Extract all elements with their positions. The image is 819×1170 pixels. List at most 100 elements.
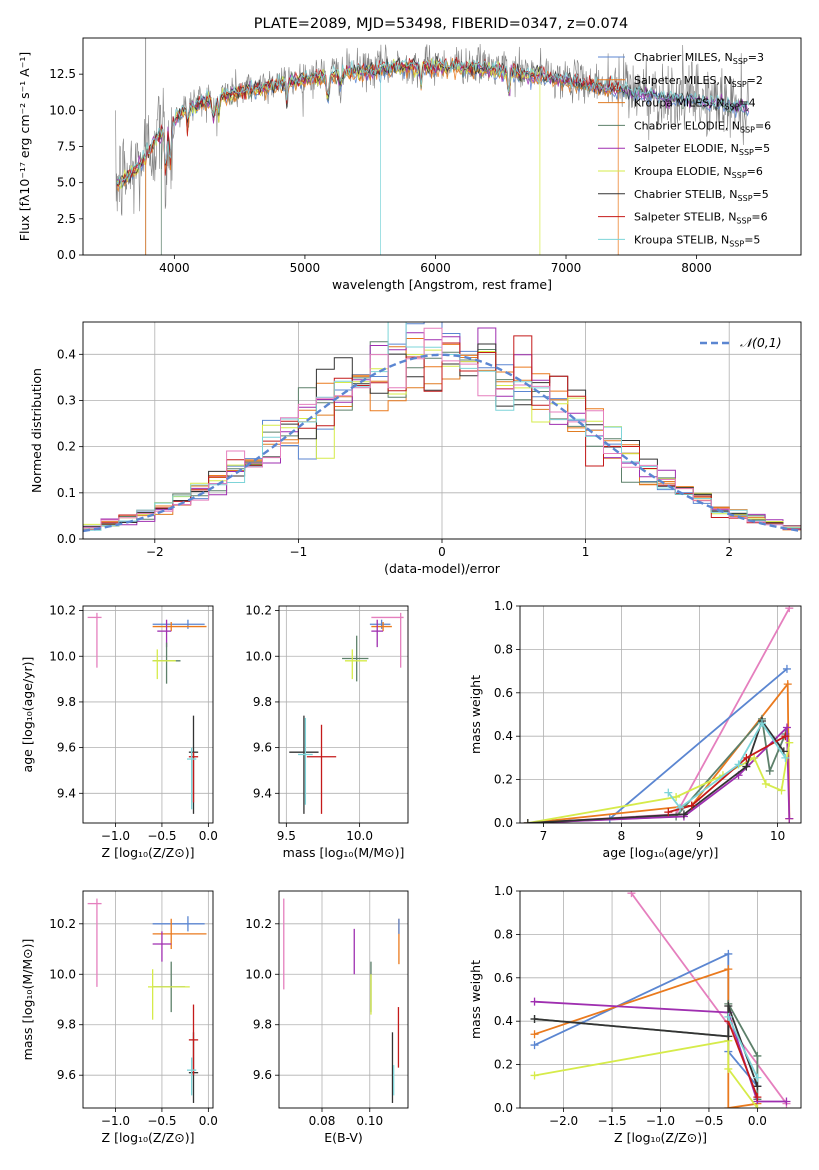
y-tick-label: 10.2 [49,604,76,618]
x-tick-label: −1 [290,545,308,559]
y-tick-label: 9.8 [253,1018,272,1032]
y-tick-label: 0.8 [494,927,513,941]
error-bar [187,747,197,810]
mass-weight-marker [530,997,539,1006]
mass-weight-marker [679,810,688,819]
error-bar [152,931,172,962]
mass-weight-marker [530,1015,539,1024]
mass-weight-marker [724,1012,733,1021]
x-tick-label: 4000 [159,261,190,275]
x-tick-label: 7 [540,829,548,843]
mass-weight-line [534,1039,759,1108]
x-tick-label: 0.0 [199,829,218,843]
legend-label: Chabrier STELIB, NSSP=5 [634,188,769,203]
x-axis-label: E(B-V) [324,1130,363,1145]
age-vs-metallicity-panel: −1.0 −0.5 0.0 9.4 9.6 9.8 10.0 10.2 Z [log₁₀(Z/Z… [20,604,218,860]
y-tick-label: 9.8 [253,695,272,709]
mass-weight-marker [664,788,673,797]
x-tick-label: 0.08 [309,1114,336,1128]
legend-label: Kroupa ELODIE, NSSP=6 [634,165,763,180]
mass-vs-ebv-panel: 0.08 0.10 9.6 9.8 10.0 10.2 E(B-V) [245,890,409,1145]
plot-area [83,322,801,539]
error-bar [344,649,367,680]
mass-weight-marker [782,664,791,673]
x-tick-label: −0.5 [147,1114,176,1128]
error-bar [152,649,176,680]
error-bar [87,898,102,987]
error-bar [152,621,207,632]
error-bar [188,1004,199,1076]
mass-weight-marker [627,891,636,898]
massweight-vs-metallicity-panel: −2.0 −1.5 −1.0 −0.5 0.0 0.0 0.2 0.4 0.6 0.8 1.0 Z [… [468,884,802,1145]
axes-frame [519,890,802,1109]
x-tick-label: −1.0 [646,1114,675,1128]
y-axis-label: age [log₁₀(age/yr)] [20,657,35,773]
y-tick-label: 9.6 [253,1068,272,1082]
mass-weight-marker [765,766,774,775]
y-tick-label: 0.6 [494,686,513,700]
y-tick-label: 1.0 [494,599,513,613]
mass-weight-marker [523,819,532,823]
legend-label: 𝒩(0,1) [740,335,782,350]
grid-lines [83,606,213,823]
mass-weight-marker [757,719,766,728]
x-tick-label: −0.5 [694,1114,723,1128]
mass-weight-marker [782,1097,791,1106]
mass-weight-marker [782,723,791,732]
plot-area [289,612,404,814]
y-tick-label: 0.3 [57,393,76,407]
mass-weight-marker [530,1030,539,1039]
mass-weight-marker [724,965,733,974]
x-axis-label: Z [log₁₀(Z/Z⊙)] [102,1130,195,1145]
model-spectrum-line [116,58,750,184]
mass-weight-marker [530,1071,539,1080]
y-tick-label: 0.2 [494,1058,513,1072]
legend-label: Kroupa MILES, NSSP=4 [634,97,756,112]
x-tick-label: 0.0 [748,1114,767,1128]
y-tick-label: 10.0 [245,967,272,981]
mass-weight-marker [753,1051,762,1060]
x-tick-label: 0.0 [199,1114,218,1128]
y-tick-label: 10.0 [49,649,76,663]
x-tick-label: −1.5 [597,1114,626,1128]
y-tick-label: 0.4 [494,729,513,743]
mass-weight-marker [777,786,786,795]
mass-weight-marker [724,1104,733,1108]
model-spectrum-line [116,57,750,255]
x-tick-label: −2.0 [549,1114,578,1128]
mass-weight-marker [785,606,794,613]
grid-lines [279,606,408,823]
massweight-vs-age-panel: 7 8 9 10 0.0 0.2 0.4 0.6 0.8 1.0 age [log₁₀(age/yr… [468,599,802,860]
x-tick-label: 7000 [551,261,582,275]
x-tick-label: −1.0 [101,829,130,843]
axes-frame [82,890,214,1109]
error-bar [87,612,102,668]
x-tick-label: 0.10 [356,1114,383,1128]
mass-weight-marker [664,808,673,817]
x-axis-label: Z [log₁₀(Z/Z⊙)] [614,1130,707,1145]
axes-frame [519,605,802,824]
mass-weight-marker [724,1064,733,1073]
mass-weight-marker [742,753,751,762]
x-tick-label: 6000 [420,261,451,275]
y-axis-label: mass [log₁₀(M/M⊙)] [20,939,35,1061]
grid-lines [279,891,408,1108]
x-tick-label: 10.0 [346,829,373,843]
x-tick-label: 10 [770,829,785,843]
x-tick-label: 9 [696,829,704,843]
x-axis-label: mass [log₁₀(M/M⊙)] [283,845,405,860]
y-tick-label: 0.4 [494,1014,513,1028]
mass-weight-marker [753,1073,762,1082]
axes-frame [278,605,409,824]
y-tick-label: 12.5 [49,67,76,81]
mass-weight-marker [734,760,743,769]
mass-weight-marker [724,949,733,958]
mass-weight-marker [753,1082,762,1091]
y-tick-label: 0.4 [57,347,76,361]
x-tick-label: −2 [146,545,164,559]
mass-weight-marker [724,1032,733,1041]
y-tick-label: 0.1 [57,486,76,500]
mass-weight-line [727,1016,759,1078]
y-tick-label: 10.0 [49,103,76,117]
